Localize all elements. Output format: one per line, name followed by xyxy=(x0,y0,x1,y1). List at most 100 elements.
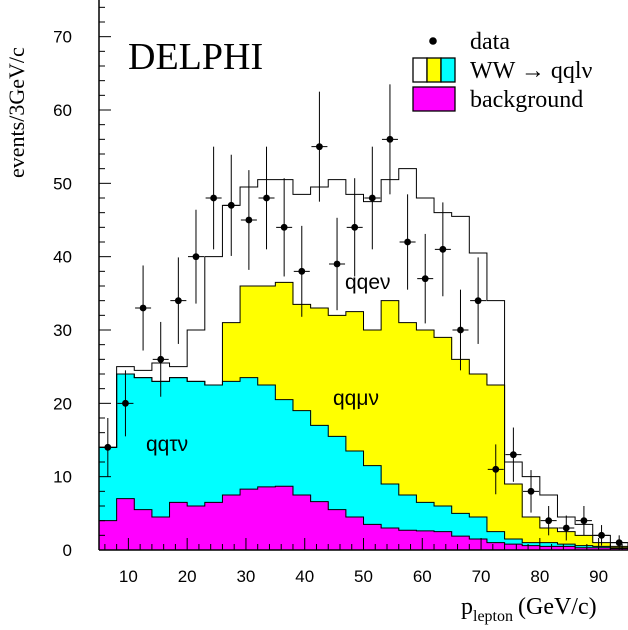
hist-bar-background xyxy=(592,547,611,550)
hist-bar-mu xyxy=(451,359,470,550)
data-point xyxy=(280,223,288,231)
hist-bar-background xyxy=(363,524,382,550)
data-point xyxy=(439,245,447,253)
x-tick-label: 80 xyxy=(530,567,549,586)
outline-background xyxy=(98,485,628,550)
legend-signal-swatch-mu xyxy=(426,57,442,83)
data-point xyxy=(316,143,323,151)
hist-bar-background xyxy=(381,528,400,550)
hist-bar-background xyxy=(310,501,329,550)
stacked-histogram xyxy=(99,282,628,550)
legend-data-marker xyxy=(429,37,437,45)
hist-bar-mu xyxy=(434,337,453,550)
data-point xyxy=(174,297,182,305)
y-tick-label: 70 xyxy=(53,28,72,47)
hist-bar-background xyxy=(204,502,224,550)
data-point xyxy=(421,275,429,283)
x-tick-label: 70 xyxy=(472,567,491,586)
x-axis-label-sub: lepton xyxy=(473,608,513,625)
hist-bar-background xyxy=(257,486,276,550)
data-point xyxy=(192,253,200,261)
tick-labels: 10 20 30 40 50 60 70 80 90 0 10 20 30 40 50 60 70 xyxy=(53,28,608,586)
hist-bar-background xyxy=(345,517,365,550)
hist-bar-background xyxy=(292,495,312,550)
hist-bar-background xyxy=(539,546,559,550)
data-point xyxy=(139,304,147,312)
data-point xyxy=(351,223,359,231)
hist-bar-background xyxy=(575,547,594,550)
total-mc-outline xyxy=(98,168,628,550)
data-point xyxy=(527,487,535,495)
data-point xyxy=(509,451,517,459)
hist-bar-mu xyxy=(398,322,417,550)
hist-bar-background xyxy=(398,530,417,550)
x-axis-label-unit: (GeV/c) xyxy=(518,594,597,620)
x-tick-label: 60 xyxy=(413,567,432,586)
data-point xyxy=(492,465,500,473)
y-tick-label: 50 xyxy=(53,174,72,193)
data-point xyxy=(298,267,306,275)
x-tick-label: 40 xyxy=(295,567,314,586)
hist-bar-background xyxy=(134,509,153,550)
data-point xyxy=(104,443,112,451)
data-point xyxy=(122,399,129,407)
data-point xyxy=(157,355,165,363)
hist-bar-background xyxy=(469,539,488,550)
data-point xyxy=(333,260,341,268)
x-tick-label: 50 xyxy=(354,567,373,586)
hist-bar-tau xyxy=(151,381,171,550)
legend-background-swatch xyxy=(412,86,456,112)
data-points xyxy=(99,84,628,550)
legend-signal-swatch-tau xyxy=(440,57,456,83)
hist-bar-background xyxy=(240,489,259,550)
data-point xyxy=(263,194,270,202)
data-point xyxy=(545,517,553,525)
hist-bar-background xyxy=(222,495,241,550)
hist-bar-background xyxy=(169,502,188,550)
experiment-label: DELPHI xyxy=(128,36,263,78)
legend: data WW → qqlν background xyxy=(412,29,593,113)
annotation-qqtaunu: qqτν xyxy=(146,433,188,456)
y-tick-label: 10 xyxy=(53,468,72,487)
y-tick-label: 30 xyxy=(53,321,72,340)
data-point xyxy=(457,326,464,334)
annotation-qqmunu: qqμν xyxy=(333,387,379,410)
data-point xyxy=(227,201,235,209)
data-point xyxy=(210,194,218,202)
hist-bar-mu xyxy=(504,484,523,550)
hist-bar-background xyxy=(557,546,576,550)
hist-bar-mu xyxy=(469,374,488,550)
hist-bar-background xyxy=(504,544,523,550)
data-point xyxy=(386,135,394,143)
hist-bar-background xyxy=(486,542,506,550)
data-point xyxy=(562,524,570,532)
x-axis-label-main: p xyxy=(461,594,473,620)
data-point xyxy=(245,216,253,224)
x-axis-label: plepton (GeV/c) xyxy=(461,594,597,625)
hist-bar-background xyxy=(434,531,453,550)
legend-signal-label: WW → qqlν xyxy=(470,58,593,84)
annotation-qqenu: qqeν xyxy=(345,271,391,294)
hist-bar-background xyxy=(151,517,171,550)
y-tick-label: 20 xyxy=(53,394,72,413)
y-tick-label: 40 xyxy=(53,248,72,267)
y-tick-label: 60 xyxy=(53,101,72,120)
legend-background-label: background xyxy=(470,87,583,113)
data-point xyxy=(404,238,411,246)
data-point xyxy=(598,531,605,539)
hist-bar-background xyxy=(328,509,347,550)
data-point xyxy=(474,297,482,305)
legend-signal-swatch-e xyxy=(412,57,428,83)
outline-mu xyxy=(98,281,628,550)
x-tick-label: 20 xyxy=(178,567,197,586)
x-tick-label: 10 xyxy=(119,567,138,586)
x-tick-label: 90 xyxy=(589,567,608,586)
hist-bar-mu xyxy=(522,517,541,550)
x-tick-label: 30 xyxy=(236,567,255,586)
data-point xyxy=(368,194,376,202)
hist-bar-background xyxy=(99,520,118,550)
hist-bar-background xyxy=(451,536,470,550)
data-point xyxy=(580,517,588,525)
outline-total xyxy=(98,168,628,550)
